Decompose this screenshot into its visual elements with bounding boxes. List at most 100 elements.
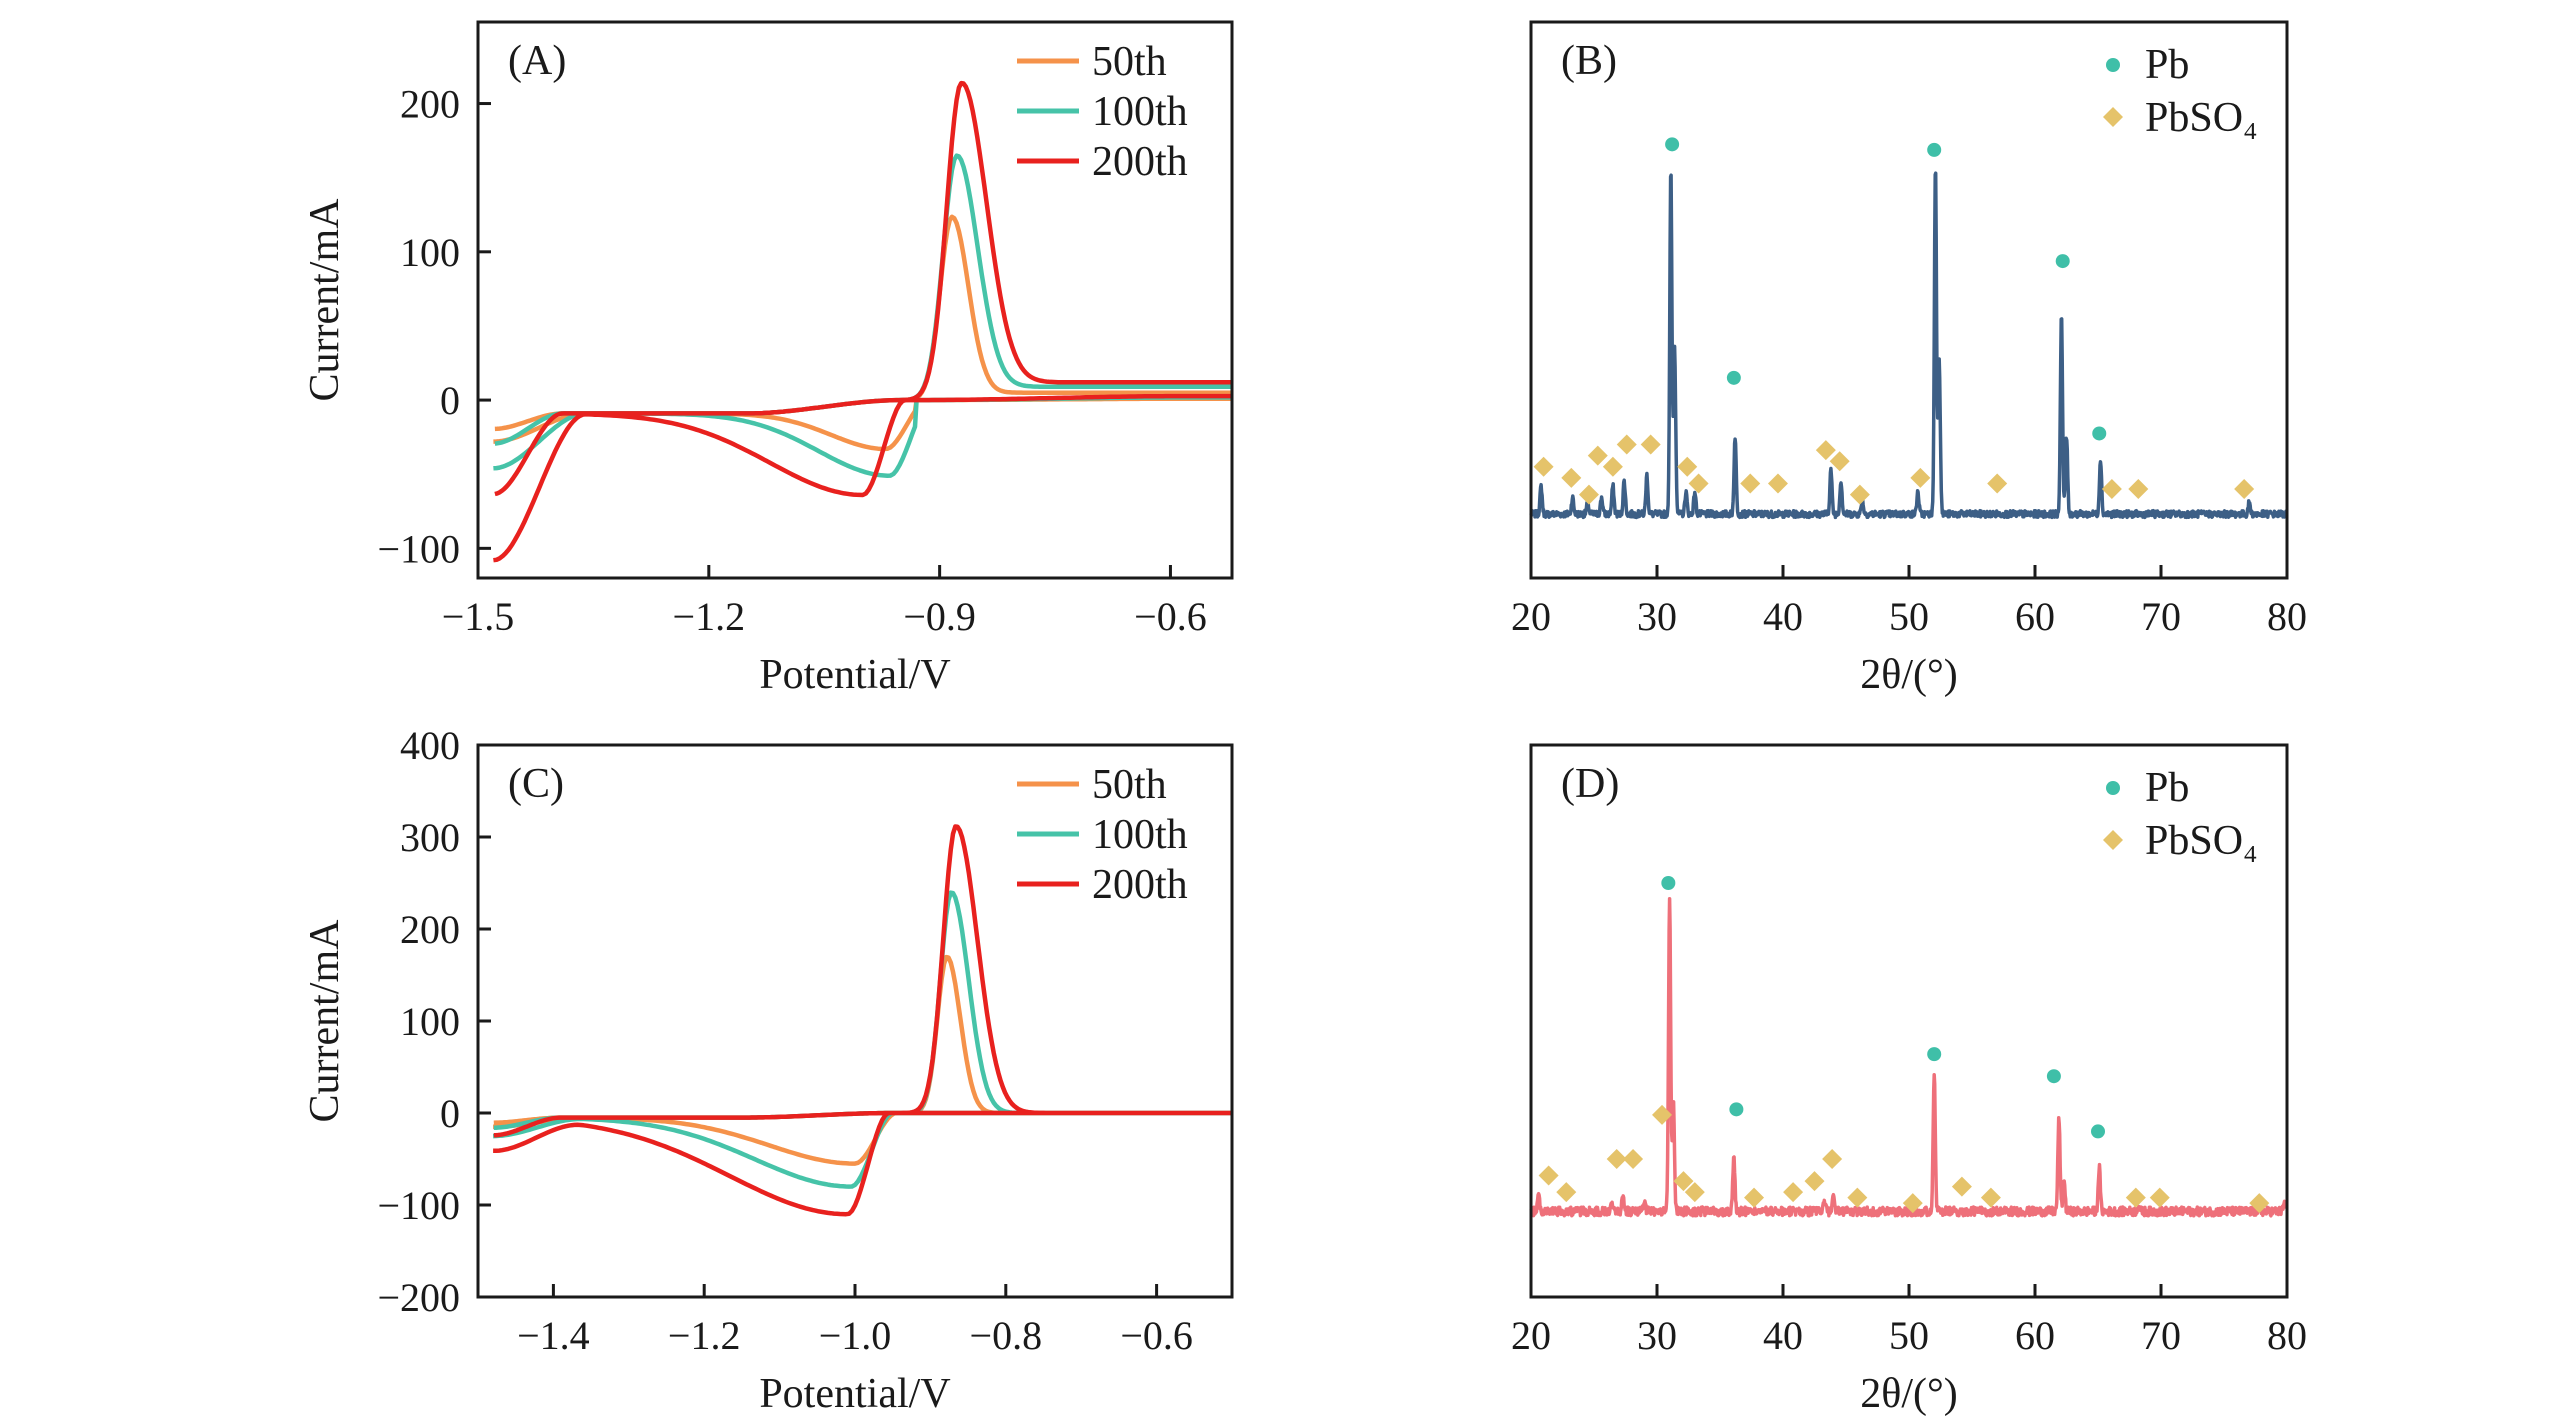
pbso4-marker xyxy=(1744,1187,1765,1208)
x-tick-label: 40 xyxy=(1763,594,1803,639)
y-tick-label: 100 xyxy=(400,999,460,1044)
x-tick-label: 20 xyxy=(1511,1313,1551,1358)
cv-curve-200th xyxy=(493,824,1232,1217)
pbso4-marker xyxy=(1556,1182,1577,1203)
legend-pb-marker xyxy=(2106,781,2120,795)
y-tick-label: 400 xyxy=(400,723,460,768)
pbso4-marker xyxy=(1783,1182,1804,1203)
xrd-panel-d: 20 30 40 50 60 70 80 2θ/(°) (D) Pb PbSO₄ xyxy=(1511,743,2307,1417)
panel-label: (D) xyxy=(1561,761,1619,807)
pbso4-marker xyxy=(1616,434,1637,455)
pbso4-marker xyxy=(1673,1171,1694,1192)
xrd-pattern xyxy=(1529,896,2289,1218)
legend-pb-marker xyxy=(2106,58,2120,72)
x-tick-label: 70 xyxy=(2141,1313,2181,1358)
pb-marker xyxy=(1927,142,1942,157)
pbso4-marker xyxy=(1640,434,1661,455)
cv-panel-c: −1.4 −1.2 −1.0 −0.8 −0.6 −200 −100 0 100 200 300 40… xyxy=(302,723,1234,1417)
pbso4-marker xyxy=(2101,479,2122,500)
y-tick-label: 0 xyxy=(440,378,460,423)
pbso4-marker xyxy=(1951,1176,1972,1197)
cv-curve-50th xyxy=(493,954,1232,1166)
x-tick-label: −1.5 xyxy=(442,594,515,639)
x-tick-label: −0.8 xyxy=(970,1313,1043,1358)
pb-marker xyxy=(2091,1124,2105,1139)
x-tick-label: 80 xyxy=(2267,1313,2307,1358)
pbso4-marker xyxy=(1623,1149,1644,1169)
panel-label: (A) xyxy=(508,38,566,84)
cv-curve-200th xyxy=(493,80,1232,563)
pbso4-marker xyxy=(1688,473,1709,494)
pbso4-marker xyxy=(1987,473,2008,494)
legend-label: 100th xyxy=(1092,89,1188,135)
pbso4-marker xyxy=(1561,467,1582,488)
x-axis-title: 2θ/(°) xyxy=(1860,652,1958,698)
y-axis-title: Current/mA xyxy=(302,919,348,1123)
panel-label: (B) xyxy=(1561,38,1617,84)
legend-label: 50th xyxy=(1092,39,1167,85)
legend-pbso4-marker xyxy=(2103,107,2123,127)
plot-frame xyxy=(476,20,1234,580)
y-tick-label: 300 xyxy=(400,815,460,860)
y-tick-label: 200 xyxy=(400,82,460,127)
pb-marker xyxy=(1726,370,1741,385)
x-tick-label: 60 xyxy=(2015,594,2055,639)
pbso4-marker xyxy=(1740,473,1761,494)
pbso4-marker xyxy=(1902,1193,1923,1214)
x-tick-label: 30 xyxy=(1637,594,1677,639)
pb-marker xyxy=(1927,1047,1942,1062)
pbso4-marker xyxy=(1849,484,1870,505)
cv-curve-100th xyxy=(493,153,1232,478)
x-tick-label: −1.2 xyxy=(668,1313,741,1358)
panel-label: (C) xyxy=(508,761,564,807)
legend-label: 50th xyxy=(1092,762,1167,808)
y-tick-label: 200 xyxy=(400,907,460,952)
pb-marker xyxy=(1665,137,1680,152)
pbso4-marker xyxy=(1587,445,1608,466)
pbso4-marker xyxy=(1847,1187,1868,1208)
x-axis-title: Potential/V xyxy=(759,1371,950,1417)
pbso4-marker xyxy=(1822,1149,1843,1169)
pbso4-marker xyxy=(1767,473,1788,494)
legend-label: Pb xyxy=(2145,765,2189,811)
pbso4-marker xyxy=(1910,467,1931,488)
xrd-panel-b: 20 30 40 50 60 70 80 2θ/(°) (B) Pb PbSO₄ xyxy=(1511,20,2307,698)
pb-marker xyxy=(2092,426,2107,441)
x-tick-label: −0.6 xyxy=(1134,594,1207,639)
pbso4-marker xyxy=(1677,456,1698,477)
pbso4-marker xyxy=(2128,479,2149,500)
y-tick-label: −200 xyxy=(377,1275,460,1320)
pb-marker xyxy=(2055,254,2070,269)
pbso4-marker xyxy=(1815,440,1836,461)
pbso4-marker xyxy=(1652,1104,1673,1125)
pbso4-marker xyxy=(1533,456,1554,477)
pb-marker xyxy=(2046,1069,2061,1084)
x-tick-label: −0.6 xyxy=(1120,1313,1193,1358)
x-tick-label: 80 xyxy=(2267,594,2307,639)
x-tick-label: −1.4 xyxy=(517,1313,590,1358)
legend-label: 100th xyxy=(1092,812,1188,858)
legend-label: Pb xyxy=(2145,42,2189,88)
x-tick-label: 20 xyxy=(1511,594,1551,639)
xrd-pattern xyxy=(1529,171,2289,520)
y-tick-label: 100 xyxy=(400,230,460,275)
pb-marker xyxy=(1729,1102,1744,1117)
x-tick-label: −0.9 xyxy=(903,594,976,639)
legend-label: PbSO₄ xyxy=(2145,95,2258,141)
pbso4-marker xyxy=(2234,479,2255,500)
x-tick-label: −1.0 xyxy=(819,1313,892,1358)
pbso4-marker xyxy=(1684,1182,1705,1203)
y-tick-label: 0 xyxy=(440,1091,460,1136)
legend-label: 200th xyxy=(1092,862,1188,908)
x-tick-label: −1.2 xyxy=(673,594,746,639)
legend-label: 200th xyxy=(1092,139,1188,185)
x-tick-label: 50 xyxy=(1889,594,1929,639)
y-tick-label: −100 xyxy=(377,1183,460,1228)
pbso4-marker xyxy=(2125,1187,2146,1208)
x-tick-label: 40 xyxy=(1763,1313,1803,1358)
legend-pbso4-marker xyxy=(2103,830,2123,850)
cv-panel-a: −1.5 −1.2 −0.9 −0.6 −100 0 100 200 Potential/V Cu… xyxy=(302,20,1234,698)
x-tick-label: 50 xyxy=(1889,1313,1929,1358)
y-axis-title: Current/mA xyxy=(302,198,348,402)
